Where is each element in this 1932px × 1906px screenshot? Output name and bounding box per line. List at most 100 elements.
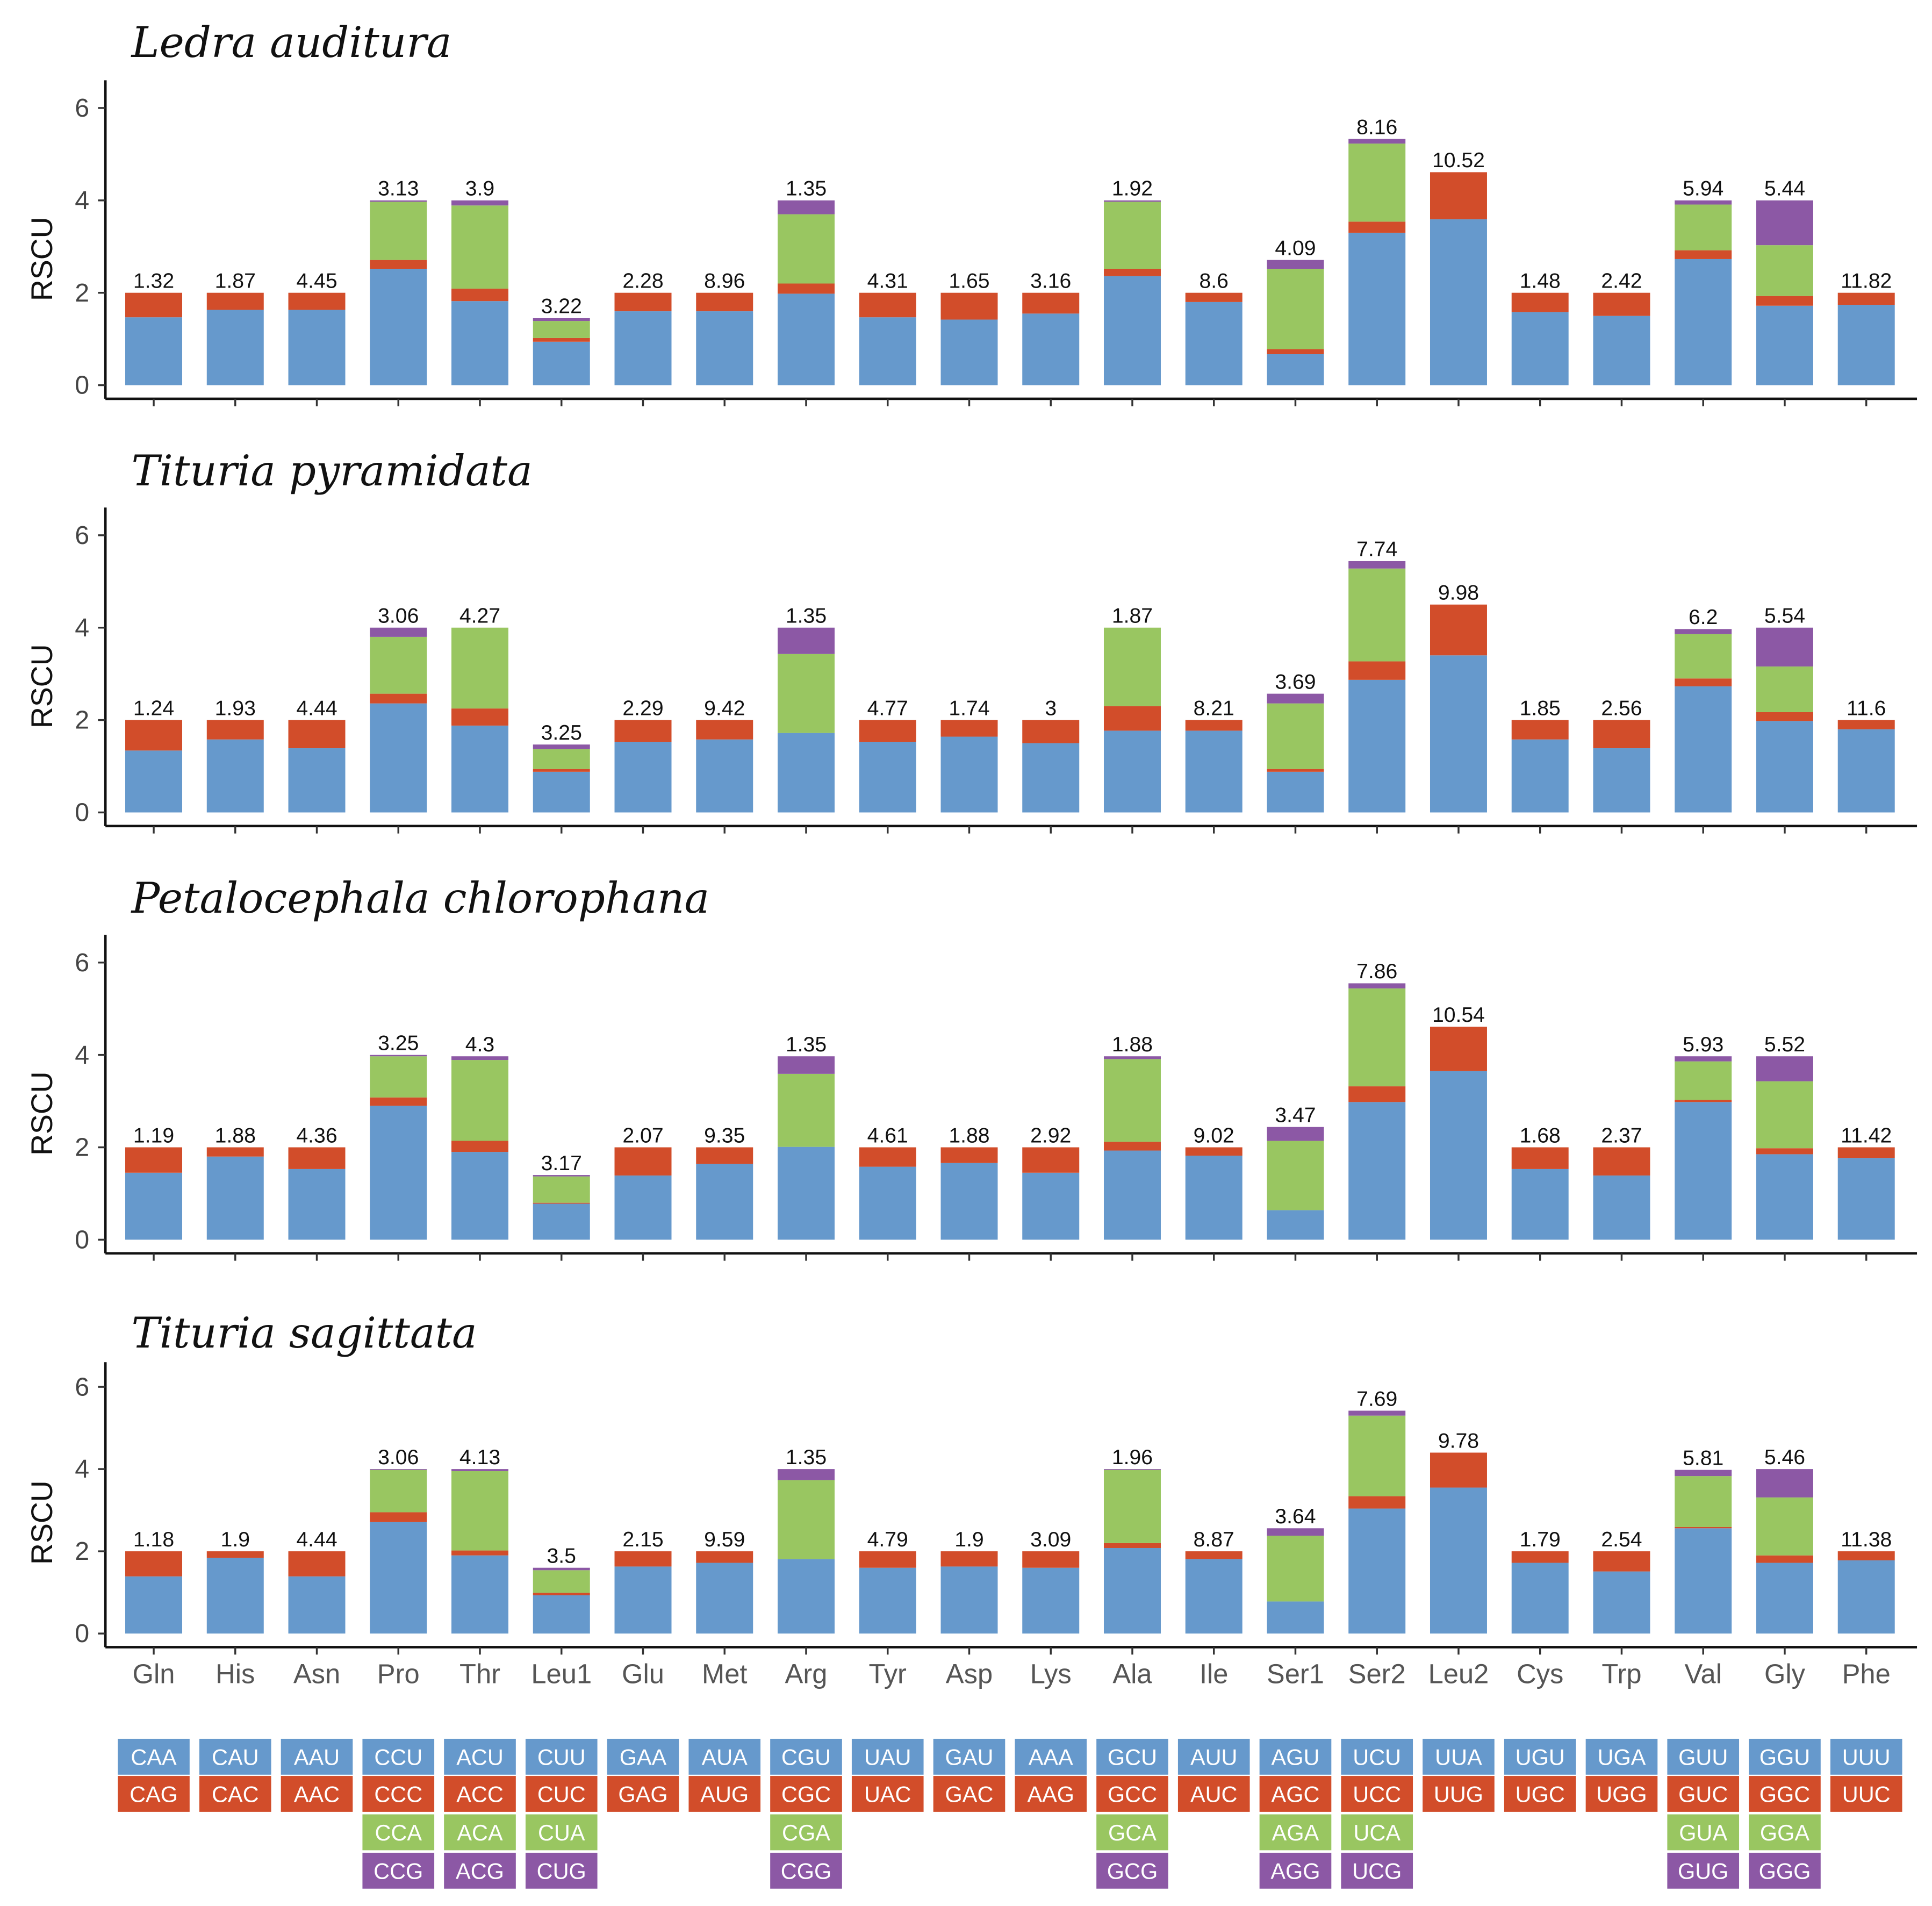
- y-tick-label: 2: [75, 706, 89, 735]
- bar-segment-ile-blue: [1185, 1155, 1242, 1240]
- bar-segment-ile-red: [1185, 1147, 1242, 1156]
- y-tick-label: 0: [75, 1226, 89, 1255]
- bar-segment-lys-red: [1022, 292, 1080, 314]
- bar-value-label: 2.42: [1601, 269, 1642, 292]
- bar-segment-arg-green: [778, 654, 835, 733]
- bar-value-label: 11.38: [1841, 1528, 1892, 1551]
- codon-label: ACA: [457, 1820, 503, 1845]
- codon-cell: [362, 1776, 435, 1812]
- codon-cell: [1423, 1776, 1495, 1812]
- bar-segment-thr-red: [451, 288, 508, 302]
- bar-segment-val-purple: [1675, 629, 1732, 634]
- bar-segment-asp-blue: [940, 736, 998, 813]
- codon-cell: [281, 1738, 353, 1775]
- codon-label: GUA: [1679, 1820, 1727, 1845]
- bar-segment-pro-red: [370, 1512, 427, 1522]
- bar-value-label: 1.96: [1112, 1446, 1153, 1469]
- bar-segment-pro-red: [370, 260, 427, 269]
- bar-segment-thr-purple: [451, 200, 508, 206]
- codon-cell: [1667, 1814, 1740, 1851]
- bar-segment-glu-blue: [614, 1175, 672, 1240]
- bar-segment-asp-red: [940, 720, 998, 737]
- bar-segment-ser2-purple: [1348, 983, 1406, 988]
- chart-title: Petalocephala chlorophana: [131, 874, 710, 923]
- bar-segment-trp-blue: [1593, 1175, 1650, 1240]
- y-tick-label: 4: [75, 1454, 89, 1484]
- bar-segment-thr-purple: [451, 1469, 508, 1471]
- x-tick-label: Glu: [622, 1658, 664, 1689]
- codon-label: UAC: [864, 1781, 911, 1807]
- bar-segment-asn-blue: [288, 748, 346, 813]
- bar-segment-met-red: [696, 292, 753, 312]
- bar-segment-gln-red: [125, 292, 183, 318]
- bar-segment-arg-green: [778, 214, 835, 284]
- bar-segment-glu-red: [614, 1147, 672, 1176]
- bar-segment-asn-red: [288, 292, 346, 310]
- codon-label: CCG: [374, 1858, 423, 1883]
- codon-label: CGA: [782, 1820, 830, 1845]
- codon-cell: [1749, 1776, 1821, 1812]
- codon-label: UAU: [864, 1744, 911, 1769]
- bar-segment-glu-blue: [614, 1566, 672, 1634]
- bar-segment-pro-blue: [370, 1106, 427, 1240]
- codon-label: ACU: [456, 1744, 504, 1769]
- bar-segment-phe-blue: [1837, 305, 1895, 385]
- bar-value-label: 3.25: [378, 1031, 419, 1055]
- bar-segment-val-red: [1675, 1099, 1732, 1102]
- codon-label: CAG: [130, 1781, 178, 1807]
- y-tick-label: 2: [75, 1537, 89, 1566]
- bar-value-label: 3.06: [378, 604, 419, 627]
- bar-segment-ser2-blue: [1348, 1508, 1406, 1634]
- bar-segment-leu1-blue: [533, 341, 590, 385]
- bar-value-label: 4.13: [459, 1446, 500, 1469]
- bar-segment-val-red: [1675, 1527, 1732, 1529]
- bar-value-label: 1.35: [786, 1033, 827, 1056]
- codon-label: GAG: [618, 1781, 667, 1807]
- bar-value-label: 2.07: [622, 1124, 663, 1147]
- bar-value-label: 1.9: [221, 1528, 250, 1551]
- bar-segment-val-purple: [1675, 200, 1732, 205]
- bar-segment-ala-blue: [1103, 276, 1161, 385]
- bar-segment-asp-red: [940, 1147, 998, 1163]
- bar-value-label: 3.13: [378, 177, 419, 200]
- bar-value-label: 4.36: [296, 1124, 337, 1147]
- bar-segment-ser2-red: [1348, 221, 1406, 233]
- codon-label: AGU: [1272, 1744, 1320, 1769]
- bar-segment-gln-red: [125, 720, 183, 751]
- bar-value-label: 1.79: [1520, 1528, 1561, 1551]
- bar-segment-val-green: [1675, 1476, 1732, 1527]
- bar-segment-val-green: [1675, 1061, 1732, 1100]
- bar-segment-ile-blue: [1185, 730, 1242, 813]
- codon-label: AGA: [1272, 1820, 1319, 1845]
- bar-segment-pro-green: [370, 1056, 427, 1098]
- bar-segment-ser2-green: [1348, 1415, 1406, 1496]
- bar-segment-leu1-purple: [533, 1567, 590, 1571]
- y-tick-label: 2: [75, 1133, 89, 1162]
- bar-segment-cys-red: [1511, 720, 1569, 740]
- x-tick-label: Cys: [1517, 1658, 1563, 1689]
- codon-label: UCU: [1353, 1744, 1401, 1769]
- bar-segment-asn-blue: [288, 1169, 346, 1240]
- bar-value-label: 5.93: [1683, 1033, 1723, 1056]
- x-tick-label: Phe: [1842, 1658, 1891, 1689]
- codon-cell: [444, 1814, 516, 1851]
- bar-segment-leu2-blue: [1430, 219, 1487, 385]
- bar-segment-pro-purple: [370, 200, 427, 202]
- bar-value-label: 9.59: [704, 1528, 745, 1551]
- bar-segment-his-red: [206, 1551, 264, 1558]
- codon-cell: [1585, 1738, 1658, 1775]
- bar-segment-ser1-green: [1267, 703, 1324, 769]
- bar-value-label: 9.02: [1194, 1124, 1234, 1147]
- bar-segment-arg-purple: [778, 200, 835, 214]
- bar-value-label: 3.25: [541, 721, 582, 744]
- bar-segment-ser1-blue: [1267, 354, 1324, 385]
- bar-segment-ser1-blue: [1267, 1210, 1324, 1240]
- bar-segment-cys-blue: [1511, 1563, 1569, 1634]
- bar-segment-his-red: [206, 720, 264, 740]
- bar-segment-val-blue: [1675, 1528, 1732, 1634]
- bar-segment-tyr-blue: [859, 1166, 916, 1240]
- x-tick-label: Val: [1684, 1658, 1721, 1689]
- bar-segment-tyr-blue: [859, 317, 916, 385]
- bar-segment-leu1-red: [533, 769, 590, 772]
- bar-segment-ser1-red: [1267, 349, 1324, 354]
